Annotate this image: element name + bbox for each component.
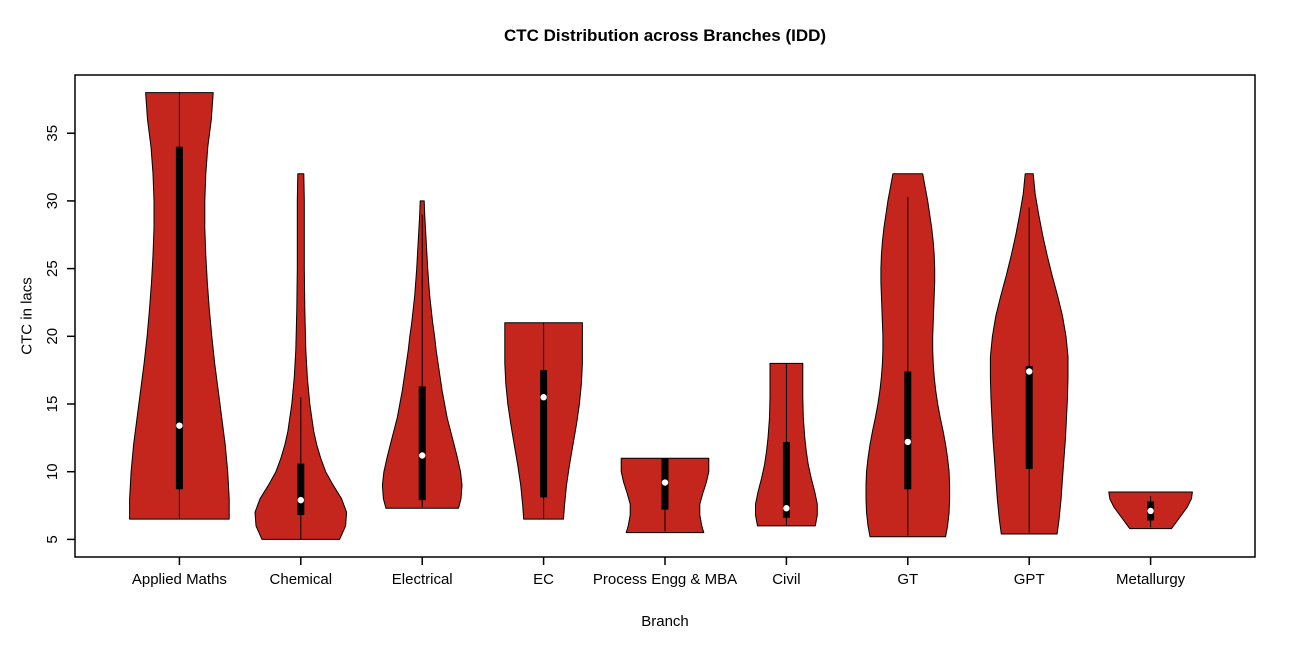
iqr-box [418, 386, 426, 501]
y-tick-label: 5 [44, 535, 61, 543]
chart-title: CTC Distribution across Branches (IDD) [503, 26, 827, 45]
x-category-label: EC [533, 571, 554, 588]
x-category-label: Civil [772, 571, 800, 588]
median-dot [540, 394, 547, 401]
violin-process-engg-mba: Process Engg & MBA [593, 457, 737, 588]
iqr-box [904, 371, 912, 490]
y-tick-label: 25 [44, 260, 61, 277]
violin-ec: EC [504, 322, 583, 588]
y-tick-label: 20 [44, 328, 61, 345]
iqr-box [175, 146, 183, 490]
y-tick-label: 15 [44, 396, 61, 413]
median-dot [661, 479, 669, 486]
x-category-label: Chemical [270, 571, 333, 588]
x-axis-label: Branch [641, 613, 689, 630]
iqr-box [782, 441, 790, 518]
y-tick-label: 10 [44, 463, 61, 480]
median-dot [783, 505, 790, 512]
violin-metallurgy: Metallurgy [1108, 491, 1193, 588]
median-dot [419, 452, 426, 459]
iqr-box [540, 370, 548, 498]
iqr-box [1025, 366, 1033, 469]
violin-shape [254, 173, 348, 540]
median-dot [1147, 507, 1154, 515]
y-tick-label: 30 [44, 193, 61, 210]
violin-chemical: Chemical [254, 173, 348, 588]
median-dot [904, 438, 911, 446]
x-category-label: Electrical [392, 571, 453, 588]
median-dot [297, 496, 305, 504]
x-category-label: Metallurgy [1116, 571, 1186, 588]
median-dot [176, 422, 183, 429]
y-tick-label: 35 [44, 125, 61, 142]
violin-electrical: Electrical [381, 200, 463, 588]
violin-gt: GT [865, 173, 951, 588]
x-category-label: GT [897, 571, 918, 588]
violin-applied-maths: Applied Maths [129, 92, 230, 588]
x-category-label: Process Engg & MBA [593, 571, 737, 588]
x-category-label: Applied Maths [132, 571, 227, 588]
violin-civil: Civil [755, 362, 818, 588]
iqr-box [297, 463, 305, 516]
x-category-label: GPT [1014, 571, 1045, 588]
median-dot [1025, 368, 1033, 375]
violin-gpt: GPT [989, 173, 1069, 588]
